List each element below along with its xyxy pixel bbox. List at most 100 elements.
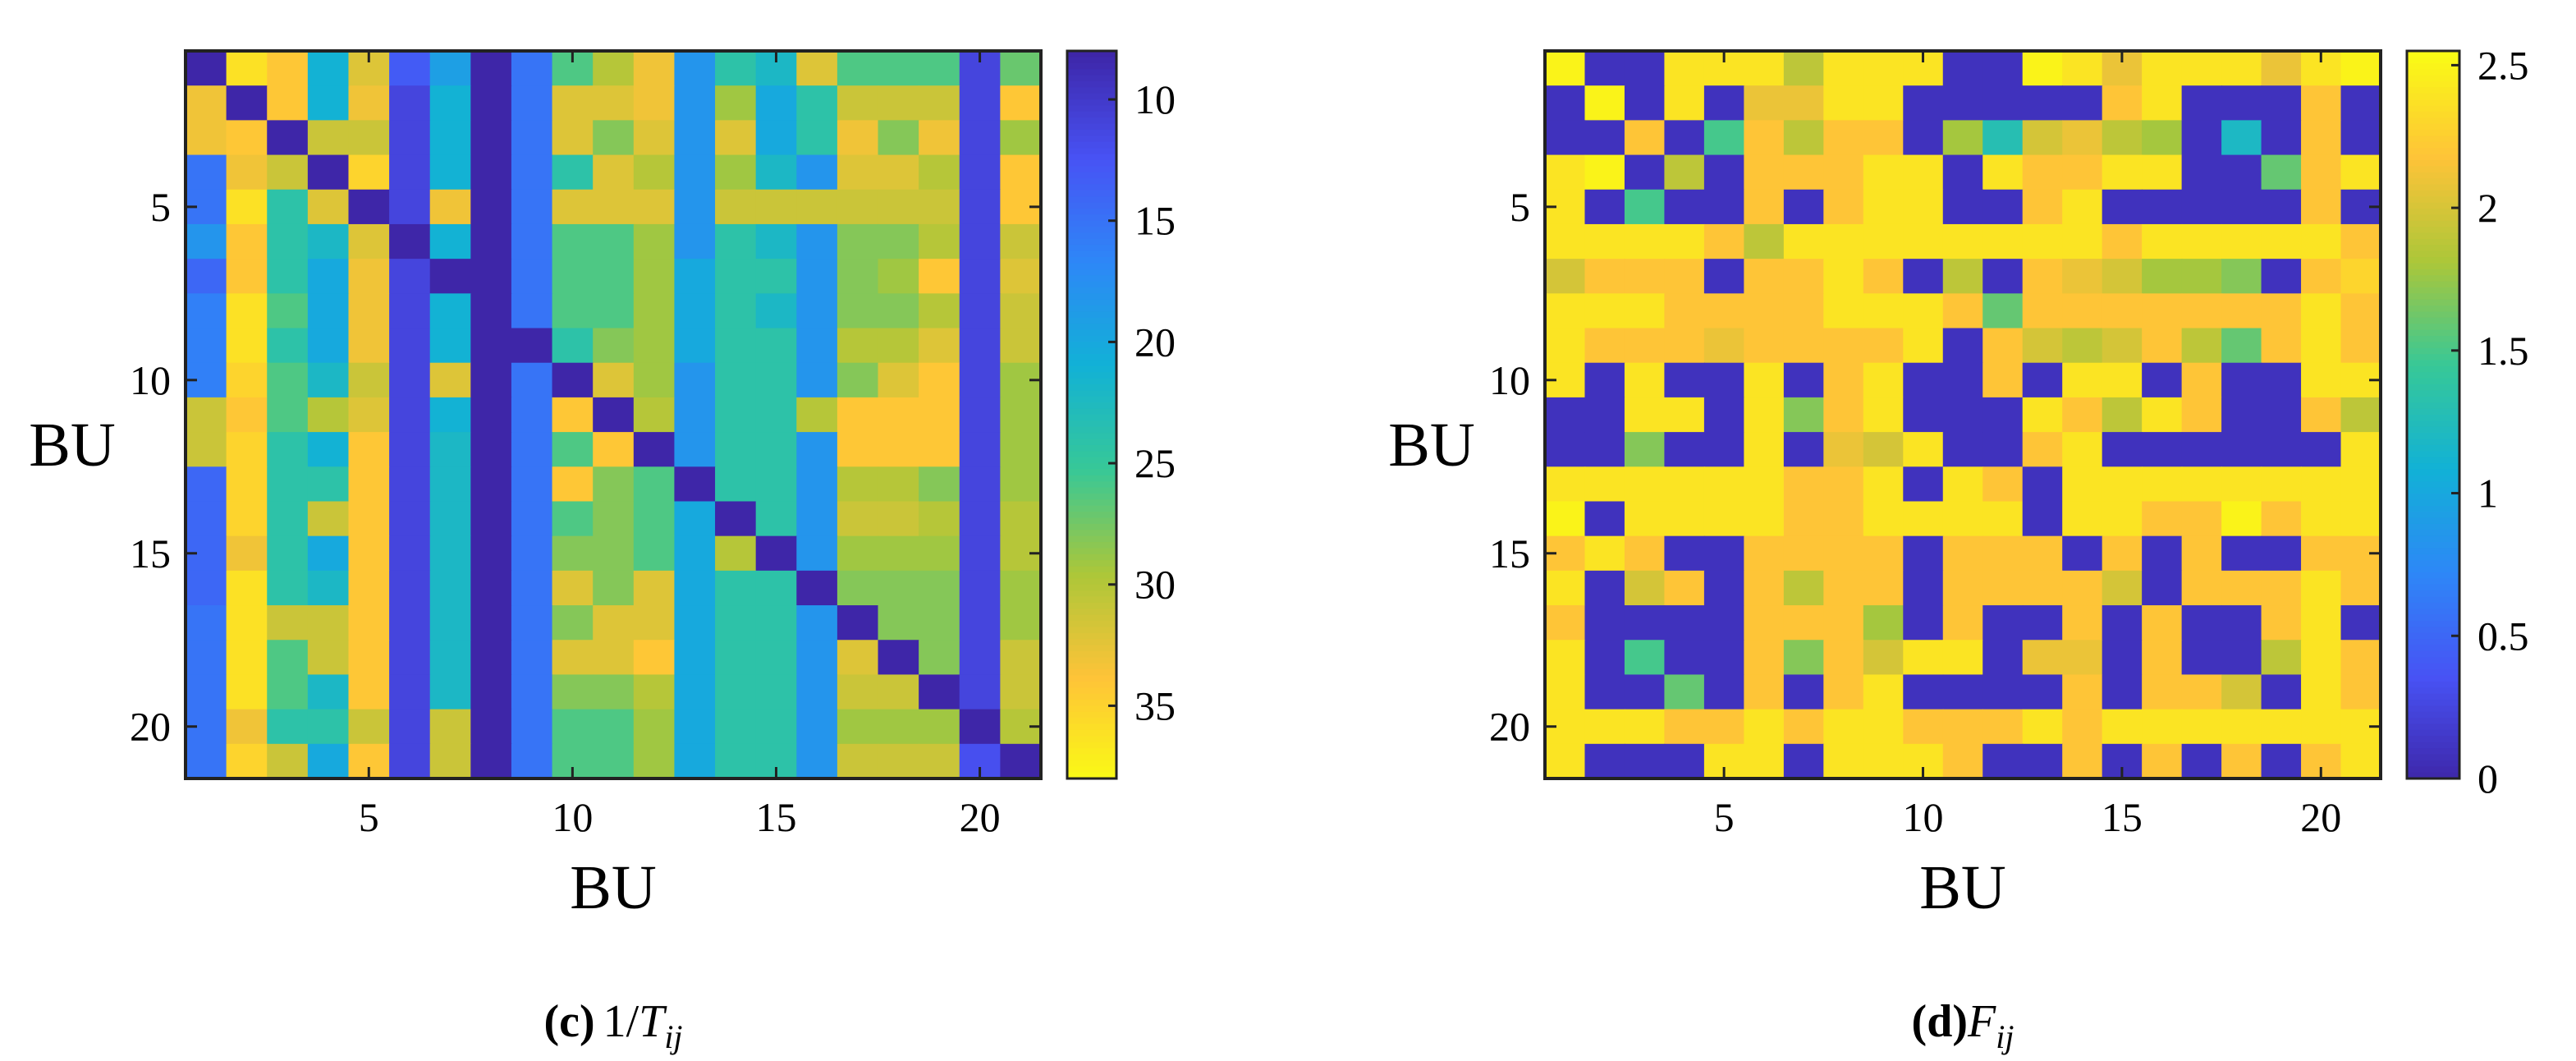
heatmap-cell [959,397,1002,433]
colorbar-step [1067,535,1116,543]
heatmap-cell [267,709,309,745]
heatmap-cell [755,328,798,364]
colorbar-step [1067,402,1116,410]
colorbar-step [1067,354,1116,361]
heatmap-cell [307,640,350,676]
heatmap-cell [2142,259,2183,295]
heatmap-cell [1863,743,1904,779]
heatmap-cell [1823,570,1864,606]
heatmap-cell [1624,570,1666,606]
heatmap-cell [1942,223,1984,260]
heatmap-cell [1942,259,1984,295]
heatmap-cell [796,154,838,191]
heatmap-cell [1545,259,1586,295]
colorbar-step [2407,493,2459,501]
heatmap-cell [2022,328,2063,364]
heatmap-cell [1000,432,1042,468]
colorbar-step [2407,650,2459,659]
heatmap-cell [959,640,1002,676]
heatmap-cell [633,362,676,398]
heatmap-cell [2022,535,2063,572]
colorbar-step [1067,742,1116,749]
heatmap-cell [1584,189,1625,225]
heatmap-cell [1624,743,1666,779]
heatmap-cell [389,51,431,86]
heatmap-cell [186,154,227,191]
colorbar-step [1067,590,1116,598]
colorbar-step [1067,705,1116,713]
heatmap-cell [389,570,431,606]
colorbar-step [2407,329,2459,337]
heatmap-cell [755,535,798,572]
heatmap-cell [1664,51,1705,86]
caption-subscript: ij [1996,1018,2014,1055]
heatmap-cell [429,535,472,572]
heatmap-cell [715,259,757,295]
heatmap-cell [470,743,512,779]
heatmap-cell [593,432,635,468]
heatmap-cell [267,466,309,503]
heatmap-cell [552,605,594,641]
colorbar-step [2407,632,2459,640]
heatmap-cell [1823,362,1864,398]
heatmap-cell [2142,709,2183,745]
colorbar-step [1067,469,1116,476]
colorbar-tick-label: 2 [2477,185,2498,231]
heatmap-cell [1783,120,1825,156]
colorbar-step [1067,621,1116,628]
heatmap-cell [715,570,757,606]
heatmap-cell [2261,120,2302,156]
heatmap-cell [186,432,227,468]
heatmap-cell [1863,501,1904,537]
heatmap-cell [2062,501,2103,537]
heatmap-cell [1783,466,1825,503]
heatmap-cell [552,154,594,191]
heatmap-cell [2142,189,2183,225]
heatmap-cell [470,605,512,641]
heatmap-cell [429,223,472,260]
heatmap-cell [226,154,268,191]
heatmap-cell [1584,85,1625,122]
heatmap-cell [1584,397,1625,433]
heatmap-cell [715,223,757,260]
heatmap-cell [1624,535,1666,572]
heatmap-cell [633,501,676,537]
colorbar-step [1067,129,1116,137]
plot-frame [184,49,1043,780]
colorbar-step [1067,396,1116,404]
heatmap-cell [959,605,1002,641]
colorbar-step [2407,87,2459,94]
heatmap-cell [633,535,676,572]
colorbar-step [1067,723,1116,731]
heatmap-cell [226,605,268,641]
colorbar-step [1067,317,1116,325]
colorbar-step [2407,123,2459,131]
heatmap-cell [470,570,512,606]
heatmap-cell [2221,535,2262,572]
heatmap-cell [1903,328,1944,364]
heatmap-cell [552,259,594,295]
colorbar-step [2407,354,2459,361]
heatmap-cell [715,432,757,468]
heatmap-cell [1000,466,1042,503]
heatmap-cell [186,223,227,260]
y-tick-label: 20 [130,704,171,750]
heatmap-cell [2261,743,2302,779]
colorbar-step [1067,475,1116,483]
colorbar-step [2407,372,2459,379]
colorbar-step [2407,342,2459,349]
heatmap-cell [226,397,268,433]
heatmap-cell [1903,640,1944,676]
heatmap-cell [2221,120,2262,156]
heatmap-cell [2261,605,2302,641]
colorbar-step [1067,517,1116,525]
heatmap-cell [1942,432,1984,468]
heatmap-cell [1624,674,1666,710]
colorbar-step [2407,426,2459,434]
heatmap-cell [1783,362,1825,398]
colorbar-step [1067,602,1116,610]
colorbar-step [2407,463,2459,471]
heatmap-cell [1942,85,1984,122]
colorbar-step [1067,80,1116,89]
heatmap-cell [186,605,227,641]
